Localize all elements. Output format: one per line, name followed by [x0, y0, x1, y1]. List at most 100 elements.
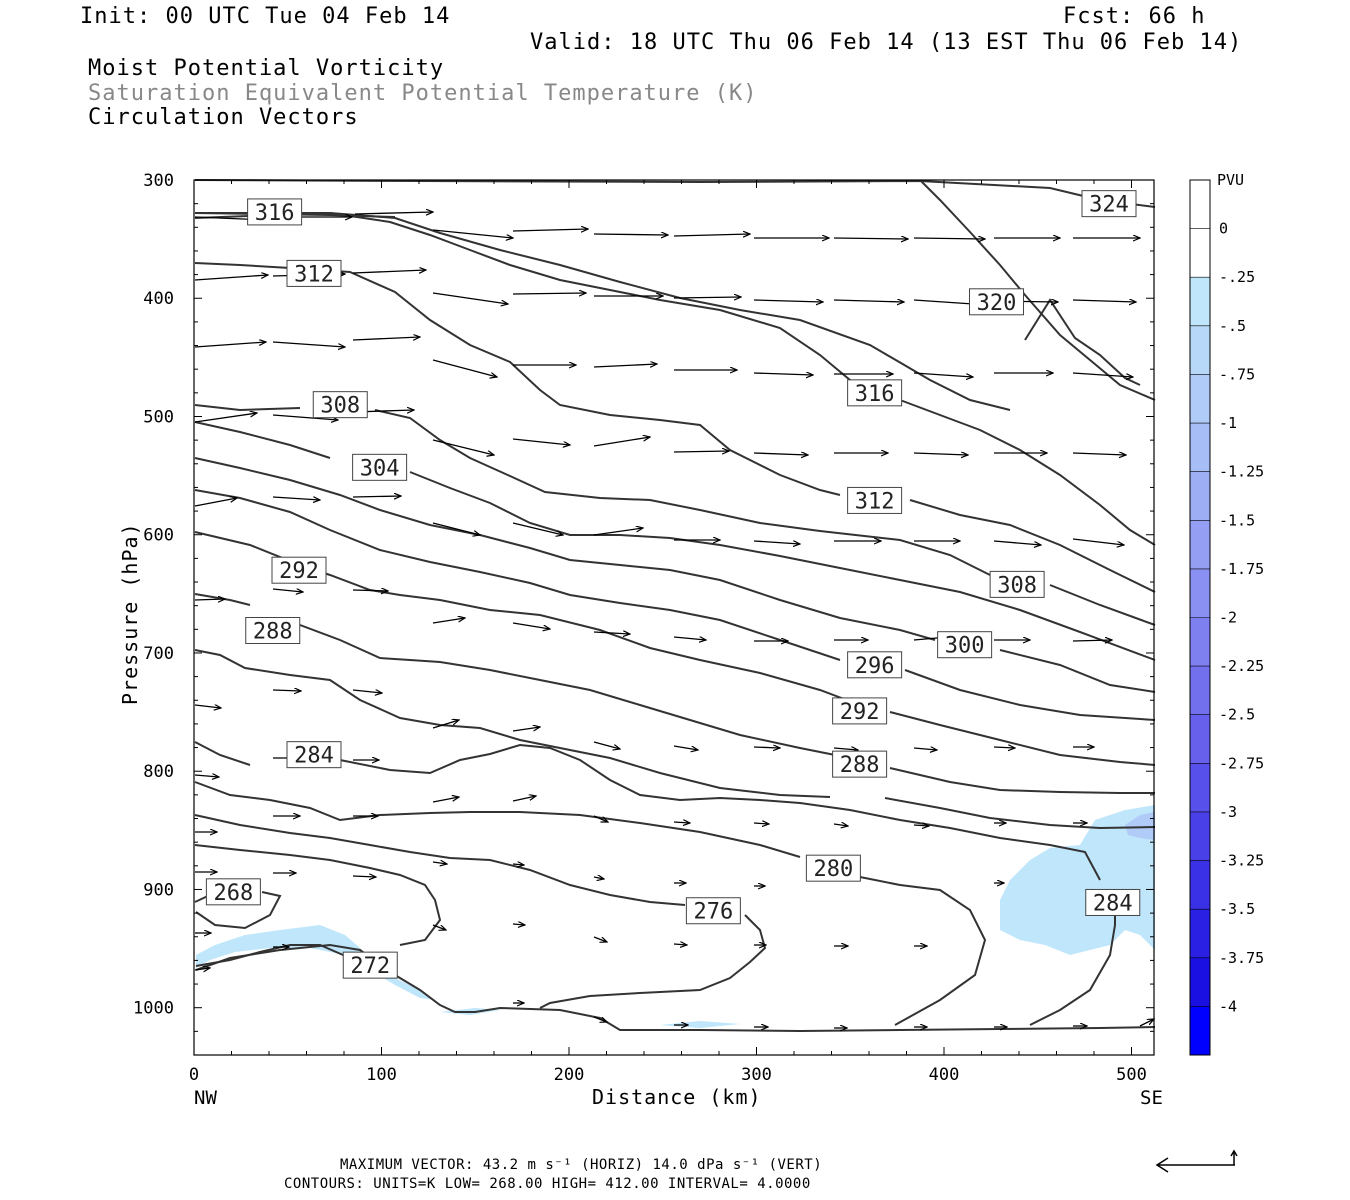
vector: [1072, 453, 1126, 455]
init-time: Init: 00 UTC Tue 04 Feb 14: [80, 4, 451, 29]
contour-276: [194, 814, 767, 1009]
vector: [753, 540, 800, 544]
colorbar-level-label: -3.75: [1219, 949, 1264, 967]
vector: [673, 234, 750, 236]
x-tick-label: 200: [554, 1065, 585, 1085]
vector: [833, 238, 908, 239]
contour-324: [194, 179, 1156, 208]
contour-label-text: 312: [855, 489, 895, 514]
vector: [432, 924, 446, 930]
vector: [913, 825, 929, 826]
contour-label-text: 308: [997, 573, 1037, 598]
contour-label: 324: [1081, 190, 1137, 218]
vector: [913, 453, 968, 455]
colorbar-level-label: -3.25: [1219, 852, 1264, 870]
contour-label-text: 304: [360, 456, 400, 481]
contour-label: 284: [286, 741, 342, 769]
vector: [1072, 640, 1112, 641]
vector: [673, 451, 729, 452]
contour-label-text: 320: [977, 291, 1017, 316]
vector: [753, 453, 808, 455]
vector: [432, 229, 513, 238]
vector: [512, 522, 563, 535]
plot-frame: [193, 179, 1155, 1056]
contour-label-text: 292: [279, 559, 319, 584]
y-tick-label: 700: [143, 644, 174, 664]
x-tick-label: 400: [929, 1065, 960, 1085]
y-tick-label: 800: [143, 762, 174, 782]
colorbar-segment: [1190, 423, 1210, 473]
contour-label: 296: [847, 651, 903, 679]
vector: [753, 823, 769, 824]
colorbar-segment: [1190, 374, 1210, 424]
vector: [593, 234, 668, 235]
contour-labels: 316 312 308 304 292 288 284 268 272 276 280 284 288 2…: [205, 190, 1141, 979]
colorbar-level-label: -2.75: [1219, 754, 1264, 772]
y-tick-label: 400: [143, 289, 174, 309]
colorbar-level-label: -1.5: [1219, 511, 1255, 529]
vector: [432, 522, 480, 535]
mpv-shading: [196, 805, 1155, 1028]
contour-280: [194, 781, 987, 1026]
valid-time: Valid: 18 UTC Thu 06 Feb 14 (13 EST Thu …: [530, 30, 1243, 55]
vector: [432, 797, 459, 803]
max-vector-note: MAXIMUM VECTOR: 43.2 m s⁻¹ (HORIZ) 14.0 …: [340, 1157, 823, 1173]
vector: [432, 292, 508, 304]
colorbar-segment: [1190, 957, 1210, 1007]
colorbar-segment: [1190, 228, 1210, 278]
contour-label: 288: [832, 750, 888, 778]
contour-label-text: 276: [694, 900, 734, 925]
colorbar-segment: [1190, 520, 1210, 570]
contour-label-text: 324: [1089, 193, 1129, 218]
colorbar-segment: [1190, 471, 1210, 521]
vector: [194, 968, 210, 970]
vector: [593, 936, 607, 942]
contour-label: 272: [342, 951, 398, 979]
contour-284-mid: [194, 649, 1156, 830]
vector: [194, 599, 225, 600]
colorbar-level-label: -.25: [1219, 268, 1255, 286]
contour-label: 316: [847, 379, 903, 407]
vector: [673, 297, 741, 298]
vector: [593, 632, 630, 634]
vector: [1072, 300, 1136, 302]
colorbar-level-label: -.75: [1219, 365, 1255, 383]
colorbar-level-label: -2.5: [1219, 706, 1255, 724]
y-tick-label: 600: [143, 526, 174, 546]
colorbar-level-label: -1.25: [1219, 463, 1264, 481]
contour-296: [194, 489, 1156, 721]
vector: [352, 690, 382, 693]
vector: [272, 690, 301, 691]
y-tick-label: 1000: [133, 999, 174, 1019]
contour-label: 320: [969, 288, 1024, 316]
vector: [352, 590, 388, 591]
contour-label: 288: [245, 617, 301, 645]
contour-label-text: 292: [840, 700, 880, 725]
colorbar-segment: [1190, 277, 1210, 327]
contour-ground: [195, 943, 1156, 1033]
y-tick-label: 300: [143, 171, 174, 191]
contour-label: 276: [685, 897, 741, 925]
mpv-region-surface2: [660, 1021, 740, 1028]
vector: [512, 727, 540, 732]
vector: [512, 864, 524, 865]
colorbar-segment: [1190, 325, 1210, 375]
contour-288: [194, 593, 1155, 794]
mpv-region-se: [1000, 805, 1155, 955]
vector: [194, 775, 219, 777]
vector: [432, 618, 465, 624]
contour-label-text: 288: [253, 620, 293, 645]
contour-label: 300: [937, 631, 993, 659]
contour-label: 308: [312, 391, 368, 419]
vector: [593, 528, 643, 536]
vector: [352, 337, 420, 340]
x-tick-label: 300: [741, 1065, 772, 1085]
vector: [272, 414, 338, 420]
contour-label-text: 296: [855, 654, 895, 679]
y-tick-label: 500: [143, 407, 174, 427]
vector: [833, 300, 904, 302]
vector: [512, 438, 570, 445]
vector: [194, 413, 257, 423]
contour-label-text: 300: [945, 634, 985, 659]
colorbar-segment: [1190, 811, 1210, 862]
